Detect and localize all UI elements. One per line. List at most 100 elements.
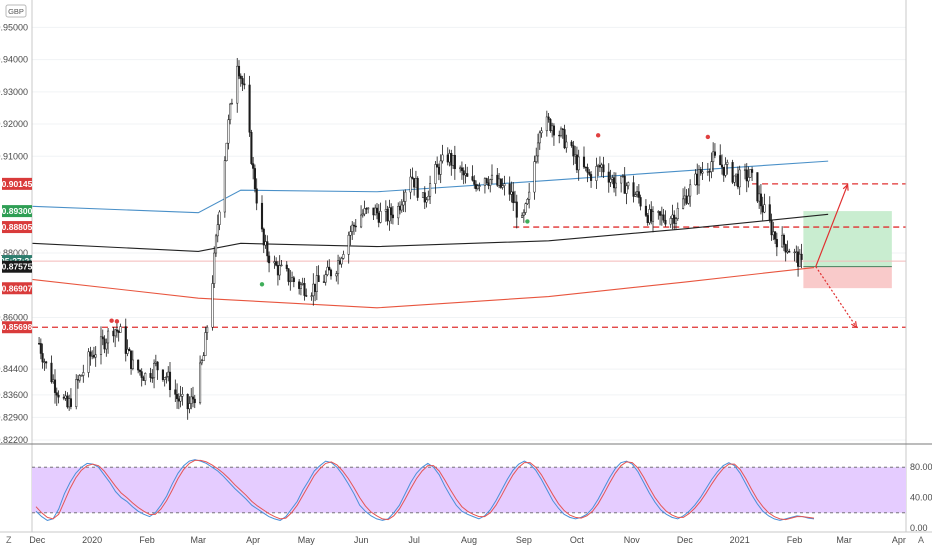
price-tick-label: 0.93000	[0, 87, 28, 97]
candle-body	[738, 169, 741, 188]
auto-scale-button[interactable]: A	[918, 535, 924, 545]
candle-body	[39, 343, 42, 354]
price-tick-label: 0.82200	[0, 435, 28, 445]
candle-body	[636, 191, 639, 195]
candle-body	[751, 169, 754, 173]
candle-body	[575, 154, 578, 171]
candle-body	[414, 178, 417, 188]
candle-body	[55, 392, 58, 396]
candle-body	[724, 164, 727, 176]
candle-body	[620, 176, 623, 184]
candle-body	[745, 169, 748, 182]
candle-body	[312, 283, 315, 297]
candle-body	[310, 295, 313, 297]
candle-body	[453, 154, 456, 170]
candle-body	[329, 269, 333, 277]
price-tag	[2, 321, 32, 334]
candle-body	[712, 151, 715, 163]
candle-body	[586, 167, 589, 173]
candle-body	[230, 102, 233, 105]
candle-body	[275, 261, 278, 266]
projection-arrow-head	[842, 183, 849, 191]
long-position-box[interactable]	[803, 211, 892, 289]
candle-body	[177, 398, 180, 402]
price-pane[interactable]	[31, 26, 906, 441]
time-tick-label: Jul	[408, 535, 420, 545]
candle-body	[719, 155, 722, 166]
candle-body	[299, 284, 302, 289]
candle-body	[609, 178, 612, 183]
candle-body	[237, 65, 241, 77]
currency-badge[interactable]	[5, 4, 27, 18]
candle-body	[460, 167, 463, 171]
candle-body	[43, 361, 46, 363]
stochastic-pane[interactable]	[32, 459, 906, 521]
candle-body	[200, 360, 203, 364]
price-tag	[2, 221, 32, 234]
candle-body	[448, 153, 451, 163]
candle-body	[577, 156, 580, 171]
candle-body	[689, 184, 692, 197]
candle-body	[561, 128, 564, 130]
candle-body	[128, 348, 131, 352]
candle-body	[508, 183, 511, 195]
candle-body	[657, 211, 660, 213]
candle-body	[126, 348, 129, 354]
time-tick-label: Apr	[892, 535, 906, 545]
candle-body	[759, 193, 762, 207]
time-tick-label: Mar	[836, 535, 852, 545]
candle-body	[301, 283, 304, 285]
candle-body	[276, 265, 279, 276]
candle-body	[335, 273, 338, 277]
candle-body	[733, 175, 736, 183]
candle-body	[280, 264, 283, 267]
candle-body	[664, 219, 667, 225]
candle-body	[671, 214, 674, 219]
candle-body	[471, 176, 474, 181]
candle-body	[588, 172, 591, 175]
candle-body	[225, 142, 228, 161]
candle-body	[114, 329, 117, 337]
time-tick-label: Feb	[139, 535, 155, 545]
projection-arrows[interactable]	[815, 183, 858, 329]
stochastic-tick-label: 80.00	[910, 462, 932, 472]
candle-body	[138, 369, 141, 372]
candle-body	[485, 178, 488, 184]
candle-body	[291, 277, 294, 282]
candle-body	[214, 235, 218, 254]
candle-body	[439, 160, 442, 175]
candle-body	[68, 398, 71, 408]
candle-body	[167, 371, 170, 377]
candle-body	[499, 178, 502, 188]
candle-body	[342, 254, 345, 259]
candle-body	[788, 250, 791, 253]
candle-body	[181, 393, 184, 397]
candle-body	[646, 215, 649, 223]
candle-body	[683, 195, 686, 200]
candle-body	[674, 218, 678, 224]
candle-body	[142, 377, 145, 381]
support-resistance-lines[interactable]	[32, 183, 906, 328]
candle-body	[774, 231, 777, 240]
candle-body	[89, 351, 92, 357]
candle-body	[188, 403, 191, 410]
candle-body	[660, 214, 663, 216]
price-tag	[2, 205, 32, 218]
candle-body	[720, 164, 724, 168]
candle-body	[696, 173, 699, 186]
candle-body	[151, 377, 154, 379]
candle-body	[625, 185, 628, 194]
candle-body	[710, 161, 713, 172]
candle-body	[490, 174, 494, 180]
candle-body	[352, 224, 356, 227]
candle-body	[153, 362, 156, 379]
candle-body	[361, 213, 364, 216]
price-tags: 0.901450.888050.856980.8930005:27:210.87…	[0, 177, 34, 334]
candle-body	[722, 166, 725, 176]
candle-body	[354, 225, 357, 228]
candle-body	[101, 336, 104, 340]
candle-body	[701, 171, 704, 174]
price-tick-label: 0.92000	[0, 119, 28, 129]
price-tag-label: 0.88805	[2, 222, 33, 232]
